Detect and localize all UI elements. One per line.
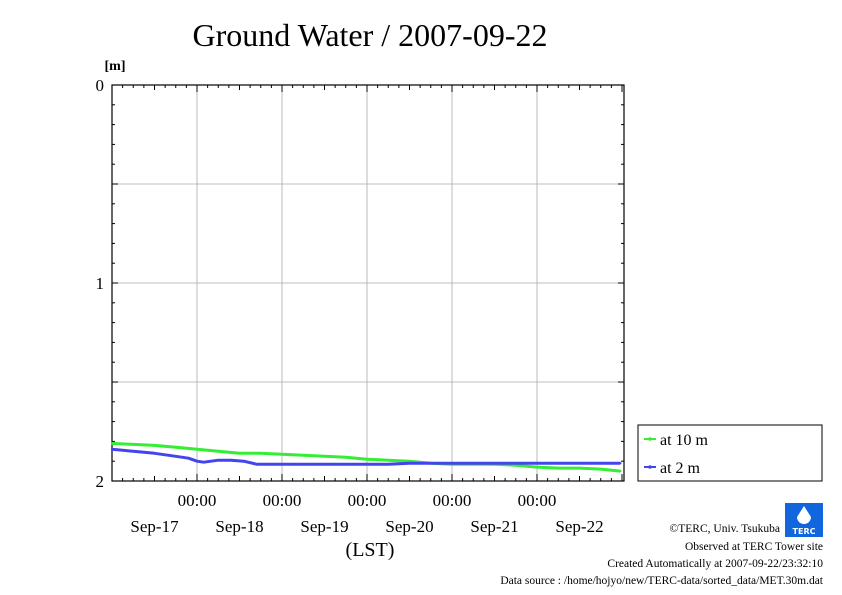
- series-lines: [110, 441, 622, 473]
- data-point: [110, 442, 114, 445]
- data-point: [408, 461, 411, 465]
- data-point: [493, 461, 496, 465]
- x-date-label: Sep-19: [300, 517, 348, 536]
- data-point: [450, 461, 454, 465]
- series-line-2m: [111, 447, 621, 466]
- created-text: Created Automatically at 2007-09-22/23:3…: [607, 558, 823, 570]
- data-point: [217, 450, 220, 453]
- data-point: [429, 461, 432, 465]
- x-date-label: Sep-17: [130, 517, 179, 536]
- legend-marker-10m: [648, 437, 652, 441]
- data-point: [535, 461, 539, 465]
- data-point: [344, 462, 347, 466]
- data-source-text: Data source : /home/hojyo/new/TERC-data/…: [500, 575, 823, 587]
- data-point: [557, 466, 560, 470]
- data-point: [217, 459, 220, 462]
- data-point: [323, 462, 326, 466]
- gridlines: [112, 85, 624, 481]
- data-point: [195, 448, 199, 451]
- x-date-label: Sep-22: [555, 517, 603, 536]
- copyright-text: ©TERC, Univ. Tsukuba: [670, 523, 780, 535]
- x-tick-time-label: 00:00: [263, 491, 302, 510]
- data-point: [280, 462, 284, 466]
- data-point: [187, 457, 190, 460]
- x-tick-time-label: 00:00: [178, 491, 217, 510]
- legend: at 10 m at 2 m: [637, 424, 823, 482]
- y-tick-label: 1: [96, 274, 105, 293]
- observed-text: Observed at TERC Tower site: [685, 541, 823, 553]
- data-point: [599, 461, 602, 465]
- x-date-label: Sep-21: [470, 517, 518, 536]
- data-point: [229, 459, 233, 462]
- logo-text: TERC: [793, 527, 816, 536]
- y-tick-label: 2: [96, 472, 105, 491]
- x-date-label: Sep-20: [385, 517, 433, 536]
- legend-label-10m: at 10 m: [660, 432, 709, 449]
- data-point: [280, 453, 284, 456]
- data-point: [619, 469, 622, 473]
- data-point: [535, 465, 539, 469]
- data-point: [344, 456, 347, 459]
- data-point: [472, 461, 475, 465]
- data-point: [514, 461, 517, 465]
- legend-box: [637, 424, 823, 482]
- x-tick-time-label: 00:00: [348, 491, 387, 510]
- data-point: [578, 461, 581, 465]
- y-tick-label: 0: [96, 76, 105, 95]
- data-point: [557, 461, 560, 465]
- chart-title: Ground Water / 2007-09-22: [193, 17, 548, 53]
- data-point: [302, 462, 305, 466]
- data-point: [259, 452, 262, 455]
- data-point: [619, 461, 622, 465]
- data-point: [132, 450, 135, 453]
- data-point: [323, 455, 326, 458]
- legend-label-2m: at 2 m: [660, 460, 701, 477]
- data-point: [153, 444, 156, 447]
- data-point: [238, 452, 241, 455]
- y-axis-unit: [m]: [105, 59, 126, 74]
- data-point: [132, 443, 135, 446]
- x-axis-ticks: 00:00 00:00 00:00 00:00 00:00 Sep-17 Sep-18 Sep…: [111, 85, 623, 536]
- data-point: [599, 467, 602, 471]
- data-point: [242, 460, 245, 463]
- x-tick-time-label: 00:00: [518, 491, 557, 510]
- data-point: [110, 448, 114, 451]
- data-point: [153, 452, 156, 455]
- data-point: [174, 455, 177, 458]
- data-point: [302, 454, 305, 457]
- data-point: [202, 460, 205, 464]
- terc-logo-icon: TERC: [785, 503, 823, 537]
- data-point: [255, 462, 258, 466]
- data-point: [578, 466, 581, 470]
- data-point: [195, 460, 199, 463]
- legend-marker-2m: [648, 465, 652, 469]
- data-point: [387, 459, 390, 462]
- data-point: [387, 462, 390, 466]
- y-axis-ticks: 0 1 2: [96, 76, 624, 491]
- x-tick-time-label: 00:00: [433, 491, 472, 510]
- x-date-label: Sep-18: [215, 517, 263, 536]
- data-point: [174, 446, 177, 449]
- data-point: [365, 458, 369, 461]
- x-axis-label: (LST): [346, 539, 395, 561]
- data-point: [365, 462, 369, 466]
